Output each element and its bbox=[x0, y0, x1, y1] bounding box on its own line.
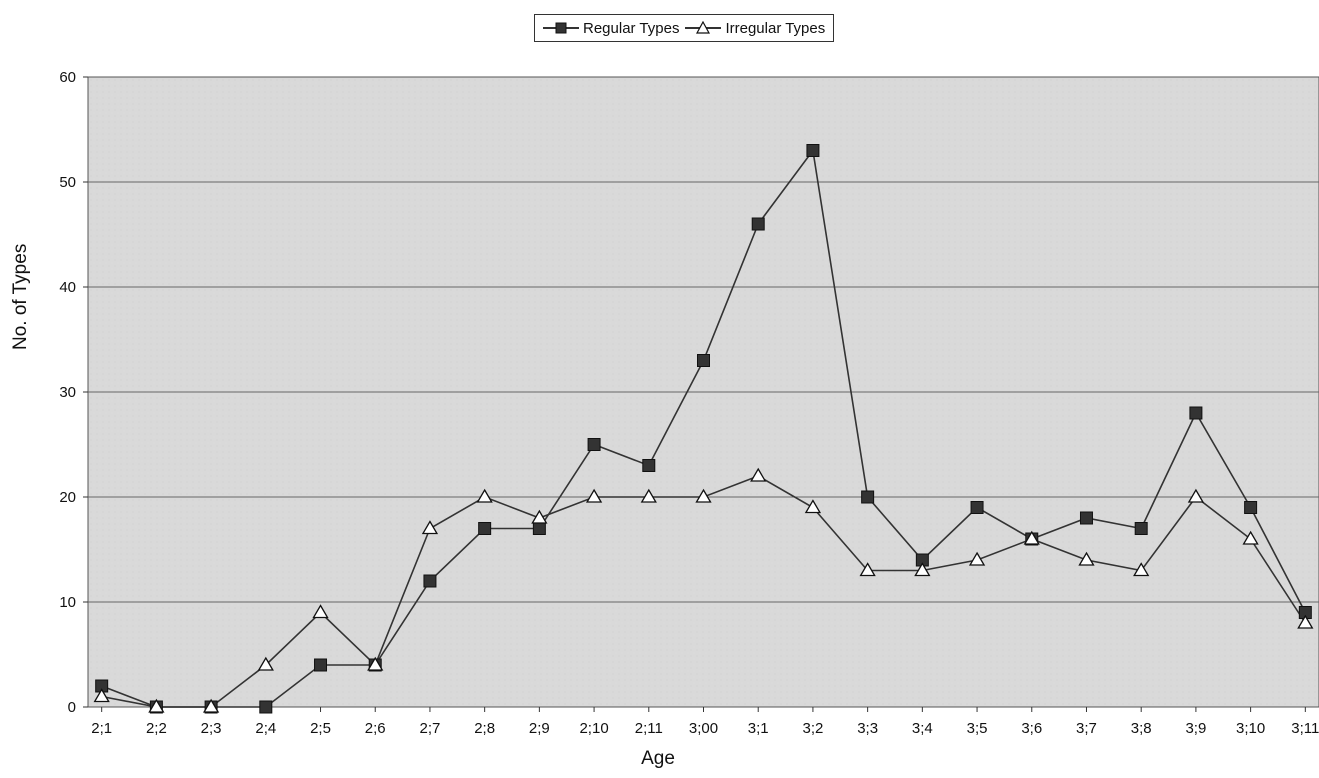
data-point-irregular bbox=[640, 488, 657, 503]
data-point-irregular bbox=[804, 499, 822, 514]
x-axis-title: Age bbox=[641, 748, 675, 769]
x-tick-label: 2;1 bbox=[91, 720, 112, 737]
legend-label-regular: Regular Types bbox=[583, 19, 680, 37]
x-tick-label: 2;11 bbox=[635, 720, 663, 737]
x-tick-label: 3;9 bbox=[1185, 720, 1206, 737]
x-tick-label: 3;10 bbox=[1236, 720, 1265, 737]
data-point-regular bbox=[806, 144, 820, 157]
data-point-irregular bbox=[531, 509, 548, 524]
data-point-irregular bbox=[421, 520, 439, 535]
x-tick-label: 2;2 bbox=[146, 720, 167, 737]
data-point-irregular bbox=[1242, 530, 1259, 545]
x-tick-label: 3;2 bbox=[802, 720, 823, 737]
data-point-irregular bbox=[1187, 488, 1205, 503]
data-point-regular bbox=[751, 217, 765, 231]
data-point-regular bbox=[697, 354, 710, 367]
x-tick-label: 3;8 bbox=[1131, 720, 1152, 737]
x-tick-label: 3;5 bbox=[967, 720, 988, 737]
legend-item-regular: Regular Types bbox=[543, 20, 679, 37]
y-axis: 0 10 20 30 40 50 60 bbox=[59, 69, 88, 716]
data-point-regular bbox=[1134, 522, 1148, 535]
data-point-regular bbox=[259, 700, 273, 714]
x-tick-label: 3;4 bbox=[912, 720, 933, 737]
data-point-regular bbox=[1079, 511, 1093, 525]
y-tick-label: 40 bbox=[59, 279, 76, 296]
data-point-irregular bbox=[476, 488, 493, 503]
legend-item-irregular: Irregular Types bbox=[685, 20, 825, 37]
data-point-regular bbox=[642, 459, 656, 472]
x-tick-label: 2;5 bbox=[310, 720, 331, 737]
data-point-regular bbox=[532, 522, 546, 535]
x-axis: 2;1 2;2 2;3 2;4 2;5 2;6 2;7 2;8 2;9 2;10 2;11 3;00 3… bbox=[91, 707, 1319, 737]
legend: Regular Types Irregular Types bbox=[534, 14, 835, 42]
x-tick-label: 3;3 bbox=[857, 720, 878, 737]
x-tick-label: 2;3 bbox=[201, 720, 222, 737]
data-point-irregular bbox=[1297, 614, 1314, 629]
x-tick-label: 2;10 bbox=[579, 720, 608, 737]
data-point-irregular bbox=[148, 698, 165, 713]
data-point-irregular bbox=[968, 551, 986, 566]
y-axis-title: No. of Types bbox=[10, 243, 31, 350]
data-point-irregular bbox=[914, 562, 931, 577]
data-point-regular bbox=[587, 438, 601, 451]
data-point-irregular bbox=[695, 488, 712, 503]
x-tick-label: 3;1 bbox=[748, 720, 769, 737]
data-point-irregular bbox=[1133, 562, 1150, 577]
x-tick-label: 2;8 bbox=[474, 720, 495, 737]
data-point-irregular bbox=[367, 656, 384, 671]
y-tick-label: 50 bbox=[59, 174, 76, 191]
y-tick-label: 20 bbox=[59, 489, 76, 506]
data-point-irregular bbox=[585, 488, 603, 503]
data-point-irregular bbox=[93, 688, 110, 703]
data-point-irregular bbox=[312, 604, 329, 619]
x-tick-label: 3;6 bbox=[1021, 720, 1042, 737]
data-point-irregular bbox=[257, 656, 274, 671]
series-markers bbox=[93, 144, 1314, 714]
data-point-regular bbox=[1189, 406, 1203, 420]
legend-label-irregular: Irregular Types bbox=[725, 19, 826, 37]
data-point-regular bbox=[861, 490, 875, 504]
y-tick-label: 60 bbox=[59, 69, 76, 86]
data-point-regular bbox=[1244, 501, 1258, 514]
filled-square-marker-icon bbox=[543, 22, 579, 34]
data-point-irregular bbox=[859, 562, 876, 577]
data-point-irregular bbox=[202, 698, 220, 713]
data-point-irregular bbox=[750, 467, 767, 482]
x-tick-label: 2;9 bbox=[529, 720, 550, 737]
x-tick-label: 2;6 bbox=[365, 720, 386, 737]
x-tick-label: 3;11 bbox=[1291, 720, 1319, 737]
x-tick-label: 2;7 bbox=[420, 720, 441, 737]
data-point-irregular bbox=[1078, 551, 1095, 566]
data-point-irregular bbox=[1023, 530, 1040, 545]
y-tick-label: 30 bbox=[59, 384, 76, 401]
open-triangle-marker-icon bbox=[685, 21, 722, 34]
data-point-regular bbox=[970, 501, 984, 514]
x-tick-label: 3;00 bbox=[689, 720, 718, 737]
y-tick-label: 0 bbox=[68, 699, 76, 716]
y-tick-label: 10 bbox=[59, 594, 76, 611]
data-point-regular bbox=[314, 658, 328, 672]
data-point-regular bbox=[423, 574, 437, 588]
x-tick-label: 2;4 bbox=[255, 720, 276, 737]
x-tick-label: 3;7 bbox=[1076, 720, 1097, 737]
data-point-regular bbox=[478, 522, 492, 535]
